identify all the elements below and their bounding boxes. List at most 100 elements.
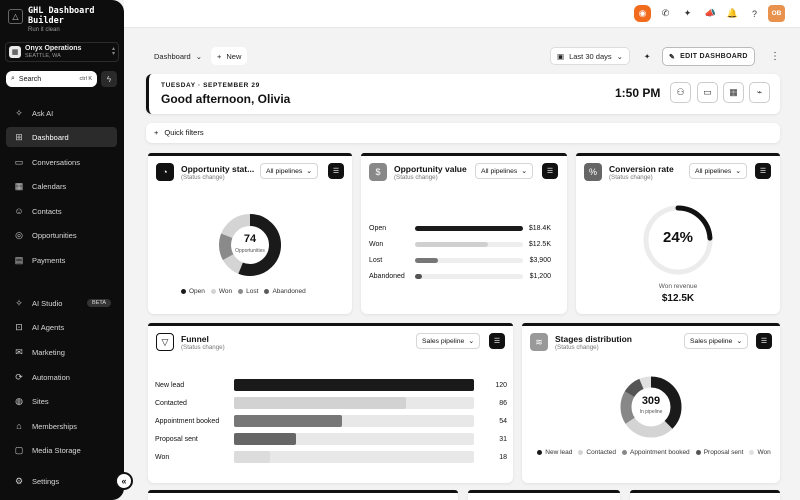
pencil-icon: ✎ [669, 53, 676, 61]
row-value: 54 [499, 417, 507, 425]
sidebar-item-settings[interactable]: ⚙ Settings [6, 471, 117, 491]
pipeline-select[interactable]: All pipelines ⌄ [475, 163, 533, 179]
sidebar-item-calendars[interactable]: ▦ Calendars [6, 176, 117, 196]
pipeline-select[interactable]: All pipelines ⌄ [689, 163, 747, 179]
chevron-down-icon: ⌄ [736, 338, 743, 345]
notifications-button[interactable]: 🔔 [724, 5, 741, 22]
quick-filters-label: Quick filters [164, 128, 204, 137]
sidebar-item-label: Media Storage [32, 445, 81, 455]
automation-icon: ⟳ [15, 371, 23, 382]
bar-track [415, 225, 523, 231]
megaphone-icon: 📣 [704, 8, 717, 18]
sidebar-item-payments[interactable]: ▤ Payments [6, 250, 117, 270]
stages-distribution-widget: ≋ Stages distribution (Status change) Sa… [522, 323, 780, 483]
contacts-shortcut[interactable]: ⚇ [670, 82, 691, 103]
sidebar-item-automation[interactable]: ⟳ Automation [6, 367, 117, 387]
sidebar-item-label: Conversations [32, 157, 80, 167]
widget-settings-button[interactable]: ☰ [755, 163, 771, 179]
sparkle-button[interactable]: ✦ [679, 5, 696, 22]
sidebar-item-dashboard[interactable]: ⊞ Dashboard [6, 127, 117, 147]
new-button[interactable]: + New [211, 47, 248, 65]
help-button[interactable]: ? [746, 5, 763, 22]
widget-settings-button[interactable]: ☰ [756, 333, 772, 349]
quick-filters-bar[interactable]: + Quick filters [146, 123, 780, 143]
sidebar-item-contacts[interactable]: ☺ Contacts [6, 201, 117, 221]
widget-settings-button[interactable]: ☰ [328, 163, 344, 179]
robot-icon: ⊡ [15, 321, 23, 332]
calendar-icon: ▣ [557, 51, 565, 61]
value-row: Open $18.4K [369, 223, 551, 233]
donut-center-value: 74 [243, 233, 257, 245]
sidebar-item-label: Dashboard [32, 132, 69, 142]
sparkle-icon: ✧ [15, 297, 23, 308]
pipeline-select-label: All pipelines [266, 167, 303, 175]
clock-icon: ◔ [156, 163, 174, 181]
conversations-shortcut[interactable]: ▭ [697, 82, 718, 103]
donut-center-label: In pipeline [639, 409, 663, 415]
sidebar-item-ai-agents[interactable]: ⊡ AI Agents [6, 317, 117, 337]
lightning-button[interactable]: ϟ [101, 71, 117, 87]
edit-dashboard-button[interactable]: ✎ EDIT DASHBOARD [662, 47, 755, 66]
globe-icon: ◍ [15, 395, 23, 406]
reports-shortcut[interactable]: ⌁ [749, 82, 770, 103]
sidebar-item-sites[interactable]: ◍ Sites [6, 391, 117, 411]
pipeline-select[interactable]: All pipelines ⌄ [260, 163, 318, 179]
more-menu-button[interactable]: ⋮ [764, 47, 786, 65]
pipeline-select[interactable]: Sales pipeline ⌄ [416, 333, 481, 349]
chat-icon: ▭ [703, 87, 712, 97]
greeting-date: TUESDAY · SEPTEMBER 29 [161, 82, 260, 89]
legend-item: Contacted [578, 449, 616, 456]
won-revenue-value: $12.5K [661, 293, 695, 304]
account-switcher[interactable]: ▦ Onyx Operations SEATTLE, WA ▴ ▾ [5, 42, 119, 62]
sidebar-item-label: Memberships [32, 421, 78, 431]
widget-accent [576, 153, 780, 156]
sliders-icon: ☰ [493, 338, 501, 345]
phone-button[interactable]: ✆ [657, 5, 674, 22]
sidebar-item-ask-ai[interactable]: ✧ Ask AI [6, 103, 117, 123]
widget-settings-button[interactable]: ☰ [489, 333, 505, 349]
legend-item: Won [749, 449, 771, 456]
legend-dot [238, 288, 244, 294]
row-value: 31 [499, 435, 507, 443]
layers-icon: ≋ [530, 333, 548, 351]
date-range-select[interactable]: ▣ Last 30 days ⌄ [550, 47, 630, 65]
chevron-down-icon: ⌄ [521, 168, 527, 175]
sidebar-item-ai-studio[interactable]: ✧ AI Studio BETA [6, 293, 117, 313]
widget-subtitle: (Status change) [609, 173, 653, 181]
sidebar-item-label: AI Studio [32, 298, 63, 308]
row-label: Appointment booked [155, 417, 220, 425]
greeting-text: Good afternoon, Olivia [161, 92, 291, 106]
sidebar-item-label: Marketing [32, 347, 65, 357]
building-icon: ▦ [9, 46, 21, 58]
pipeline-select[interactable]: Sales pipeline ⌄ [684, 333, 749, 349]
avatar[interactable]: OB [768, 5, 785, 22]
calendar-shortcut[interactable]: ▦ [723, 82, 744, 103]
megaphone-button[interactable]: 📣 [702, 5, 719, 22]
collapse-sidebar-button[interactable]: « [115, 472, 133, 490]
widget-title: Funnel [181, 333, 209, 344]
pipeline-select-label: Sales pipeline [422, 337, 465, 345]
search-input[interactable]: ⌕ Search ctrl K [6, 71, 97, 87]
funnel-row: Won 18 [155, 451, 507, 463]
widget-settings-button[interactable]: ☰ [542, 163, 558, 179]
bell-icon: 🔔 [726, 8, 739, 18]
legend-label: Contacted [586, 449, 617, 456]
gear-icon: ⚙ [14, 475, 24, 486]
legend-dot [537, 449, 543, 455]
sidebar-item-media-storage[interactable]: ▢ Media Storage [6, 440, 117, 460]
widget-accent [361, 153, 567, 156]
sidebar-item-conversations[interactable]: ▭ Conversations [6, 152, 117, 172]
status-donut [219, 214, 281, 276]
eye-button[interactable]: ◉ [634, 5, 651, 22]
magic-button[interactable]: ✦ [638, 47, 656, 65]
sidebar: △ GHL Dashboard Builder Run it clean ▦ O… [0, 0, 133, 500]
account-name: Onyx Operations [25, 45, 82, 52]
sidebar-item-opportunities[interactable]: ◎ Opportunities [6, 225, 117, 245]
widget-title: Stages distribution [555, 333, 632, 344]
row-label: Abandoned [369, 272, 405, 280]
dashboard-select[interactable]: Dashboard ⌄ [148, 47, 208, 65]
sidebar-item-memberships[interactable]: ⌂ Memberships [6, 416, 117, 436]
legend-label: New lead [545, 449, 573, 456]
sidebar-item-marketing[interactable]: ✉ Marketing [6, 342, 117, 362]
bar-track [234, 415, 474, 427]
